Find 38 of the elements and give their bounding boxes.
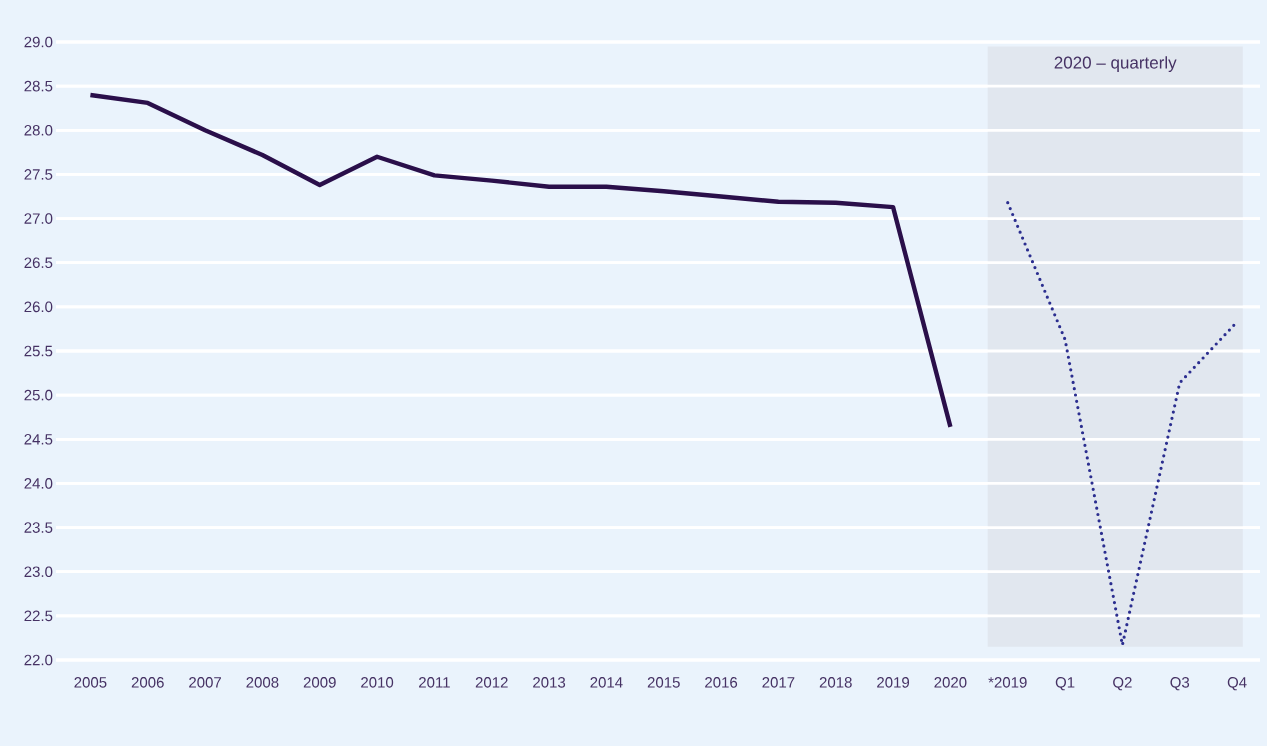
x-tick-label: 2017 xyxy=(762,677,795,688)
x-tick-label: 2006 xyxy=(131,677,164,688)
x-tick-label: 2020 xyxy=(934,677,967,688)
y-tick-label: 29.0 xyxy=(24,36,53,48)
y-tick-label: 22.0 xyxy=(24,654,53,666)
x-tick-label: 2011 xyxy=(419,677,450,688)
x-tick-label: 2013 xyxy=(533,677,566,688)
y-tick-label: 23.5 xyxy=(24,522,53,533)
y-tick-label: 26.0 xyxy=(24,301,53,313)
x-tick-label: Q3 xyxy=(1170,677,1190,691)
x-tick-label: 2008 xyxy=(246,677,279,688)
x-tick-label: *2019 xyxy=(988,677,1027,688)
x-tick-label: Q2 xyxy=(1113,677,1132,691)
x-tick-label: 2007 xyxy=(189,677,221,688)
y-tick-label: 25.5 xyxy=(24,345,53,357)
x-tick-label: 2019 xyxy=(877,677,910,688)
x-tick-label: 2010 xyxy=(361,677,394,688)
y-tick-label: 27.0 xyxy=(24,213,53,224)
y-tick-label: 22.5 xyxy=(24,610,53,622)
line-series xyxy=(88,92,953,430)
x-tick-label: 2015 xyxy=(647,677,680,688)
band-label: 2020 – quarterly xyxy=(1054,56,1177,72)
y-tick-label: 23.0 xyxy=(24,566,53,578)
x-tick-label: 2009 xyxy=(303,677,336,688)
x-tick-label: Q4 xyxy=(1227,677,1247,691)
y-tick-label: 24.0 xyxy=(24,478,53,489)
x-tick-label: 2005 xyxy=(74,677,107,688)
x-tick-label: 2016 xyxy=(705,677,738,688)
y-tick-label: 26.5 xyxy=(24,257,53,269)
x-tick-label: 2012 xyxy=(475,677,508,688)
y-tick-label: 24.5 xyxy=(24,433,53,445)
x-tick-label: 2014 xyxy=(590,677,623,688)
y-tick-label: 25.0 xyxy=(24,389,53,401)
y-tick-label: 28.5 xyxy=(24,80,53,92)
x-tick-label: 2018 xyxy=(819,677,852,688)
y-tick-label: 27.5 xyxy=(24,169,53,180)
y-tick-label: 28.0 xyxy=(24,124,53,136)
x-tick-label: Q1 xyxy=(1055,677,1075,691)
